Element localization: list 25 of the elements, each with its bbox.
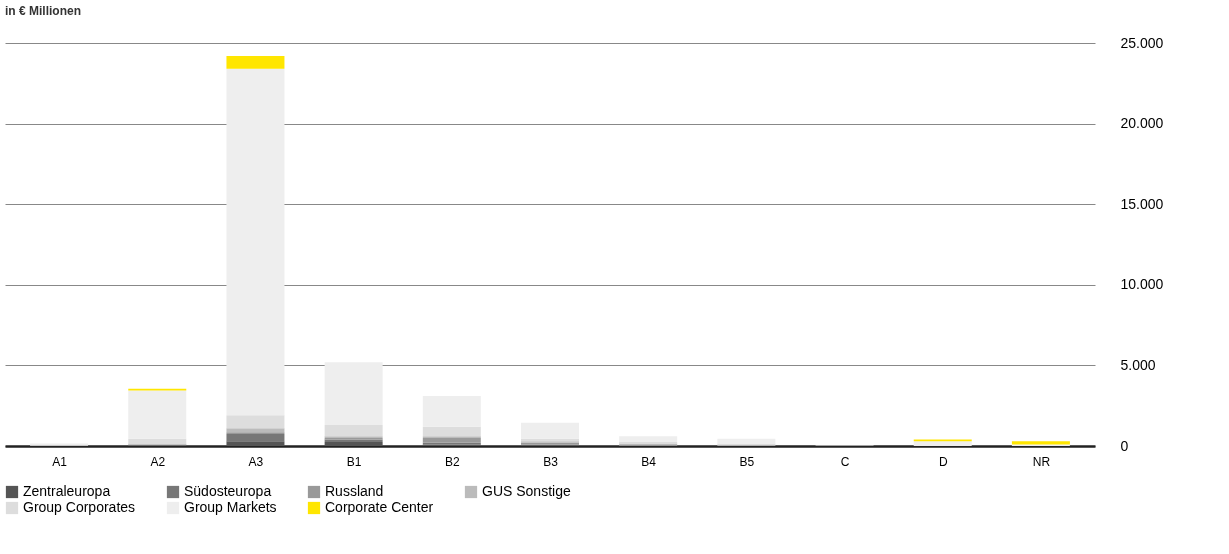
legend-label: Group Markets [184, 499, 277, 515]
legend-label: Corporate Center [325, 499, 434, 515]
x-tick-label: D [938, 454, 948, 469]
legend-label: Zentraleuropa [23, 483, 111, 499]
legend-label: Russland [325, 483, 384, 499]
x-tick-label: B3 [543, 454, 559, 469]
x-tick-label: B5 [739, 454, 755, 469]
legend-label: Südosteuropa [184, 483, 272, 499]
x-tick-label: B4 [641, 454, 657, 469]
y-tick-label: 10.000 [1120, 276, 1164, 293]
x-tick-label: B2 [444, 454, 460, 469]
y-tick-label: 25.000 [1120, 34, 1164, 51]
legend-label: Group Corporates [23, 499, 136, 515]
x-tick-label: A1 [52, 454, 68, 469]
y-tick-label: 20.000 [1120, 115, 1164, 132]
x-tick-label: NR [1032, 454, 1051, 469]
y-tick-label: 0 [1120, 437, 1129, 454]
y-tick-label: 15.000 [1120, 195, 1164, 212]
y-axis-title: in € Millionen [5, 4, 82, 18]
x-tick-label: C [840, 454, 850, 469]
x-tick-label: A3 [248, 454, 264, 469]
x-tick-label: B1 [346, 454, 362, 469]
y-tick-label: 5.000 [1120, 356, 1156, 373]
legend-label: GUS Sonstige [482, 483, 571, 499]
x-tick-label: A2 [150, 454, 166, 469]
